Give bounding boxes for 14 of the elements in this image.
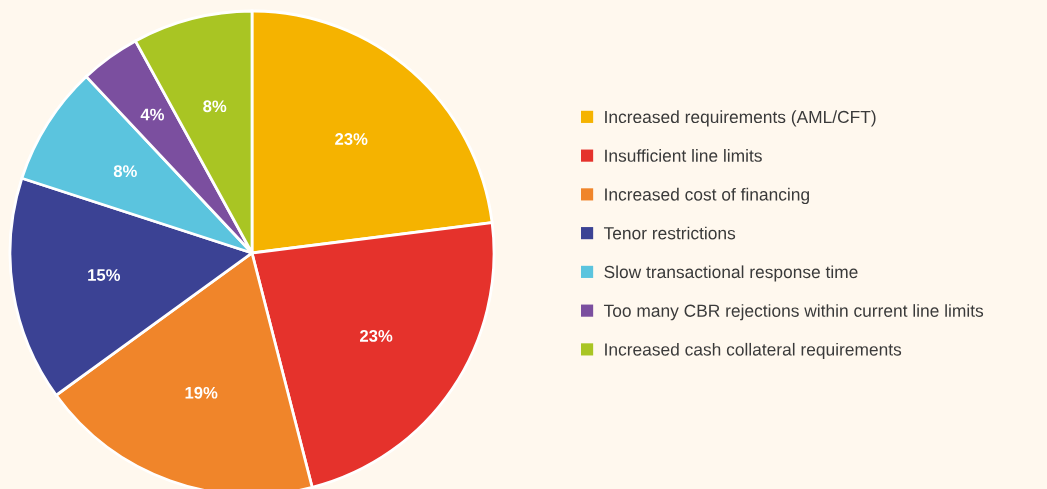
data-label: 19% [185,386,218,399]
data-label: 23% [360,330,393,342]
data-label: 8% [203,100,227,113]
legend-label: Slow transactional response time [604,265,858,282]
legend-label: Increased requirements (AML/CFT) [605,110,876,127]
legend-label: Insufficient line limits [605,149,762,162]
legend-label: Increased cash collateral requirements [605,342,902,360]
data-label: 23% [335,133,368,145]
legend-label: Tenor restrictions [603,226,736,240]
legend-label: Too many CBR rejections within current line limits [603,304,984,321]
data-label: 8% [113,165,137,178]
legend-label: Increased cost of financing [605,187,809,205]
data-label: 15% [88,269,121,281]
data-label: 4% [140,108,165,121]
